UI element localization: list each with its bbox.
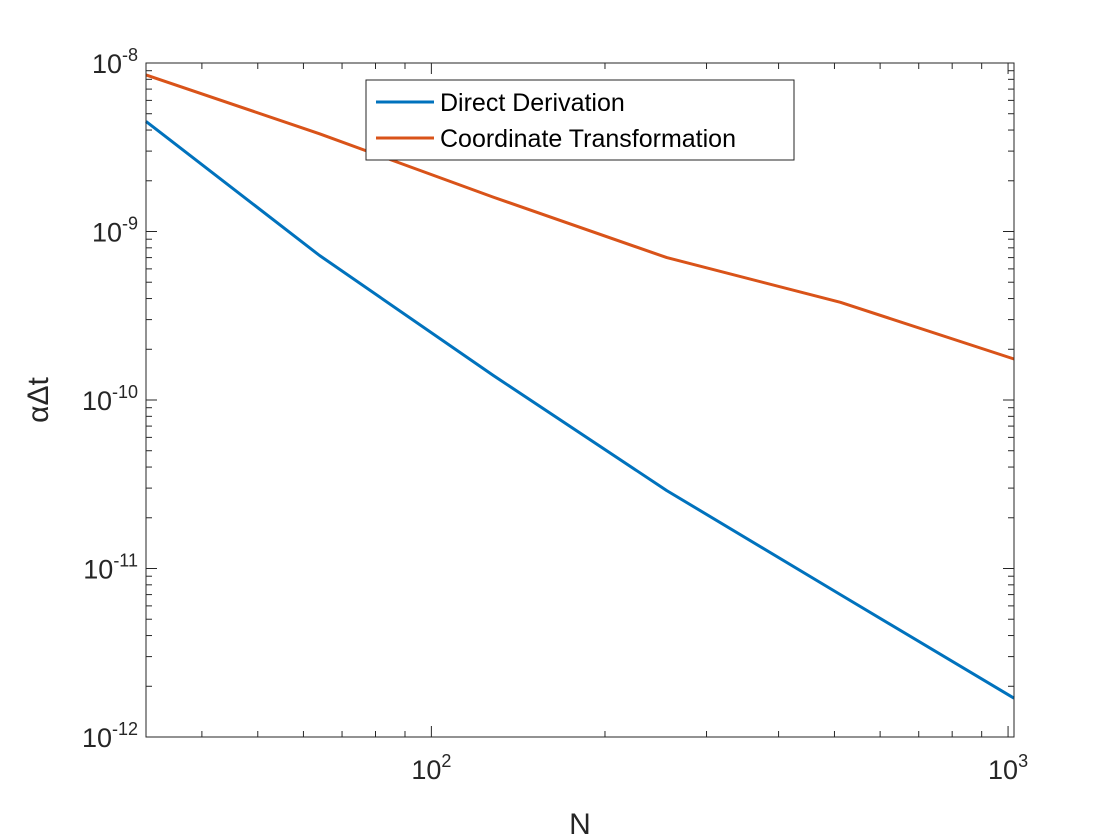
series-line-direct-derivation — [145, 120, 1015, 700]
x-axis-label: N — [569, 808, 591, 840]
legend-box — [365, 79, 795, 161]
minor-ticks — [146, 63, 1014, 737]
y-tick-label: 10-10 — [82, 382, 138, 416]
y-axis-label: αΔt — [22, 376, 55, 422]
series-layer — [145, 73, 1015, 700]
legend: Direct Derivation Coordinate Transformati… — [365, 79, 795, 161]
plot-area — [146, 63, 1014, 737]
legend-label-coordinate-transformation: Coordinate Transformation — [440, 125, 736, 153]
y-tick-label: 10-11 — [83, 551, 138, 585]
series-line-coordinate-transformation — [145, 73, 1015, 361]
plot-frame — [145, 62, 1015, 738]
legend-label-direct-derivation: Direct Derivation — [440, 89, 625, 117]
y-tick-label: 10-8 — [92, 45, 138, 79]
